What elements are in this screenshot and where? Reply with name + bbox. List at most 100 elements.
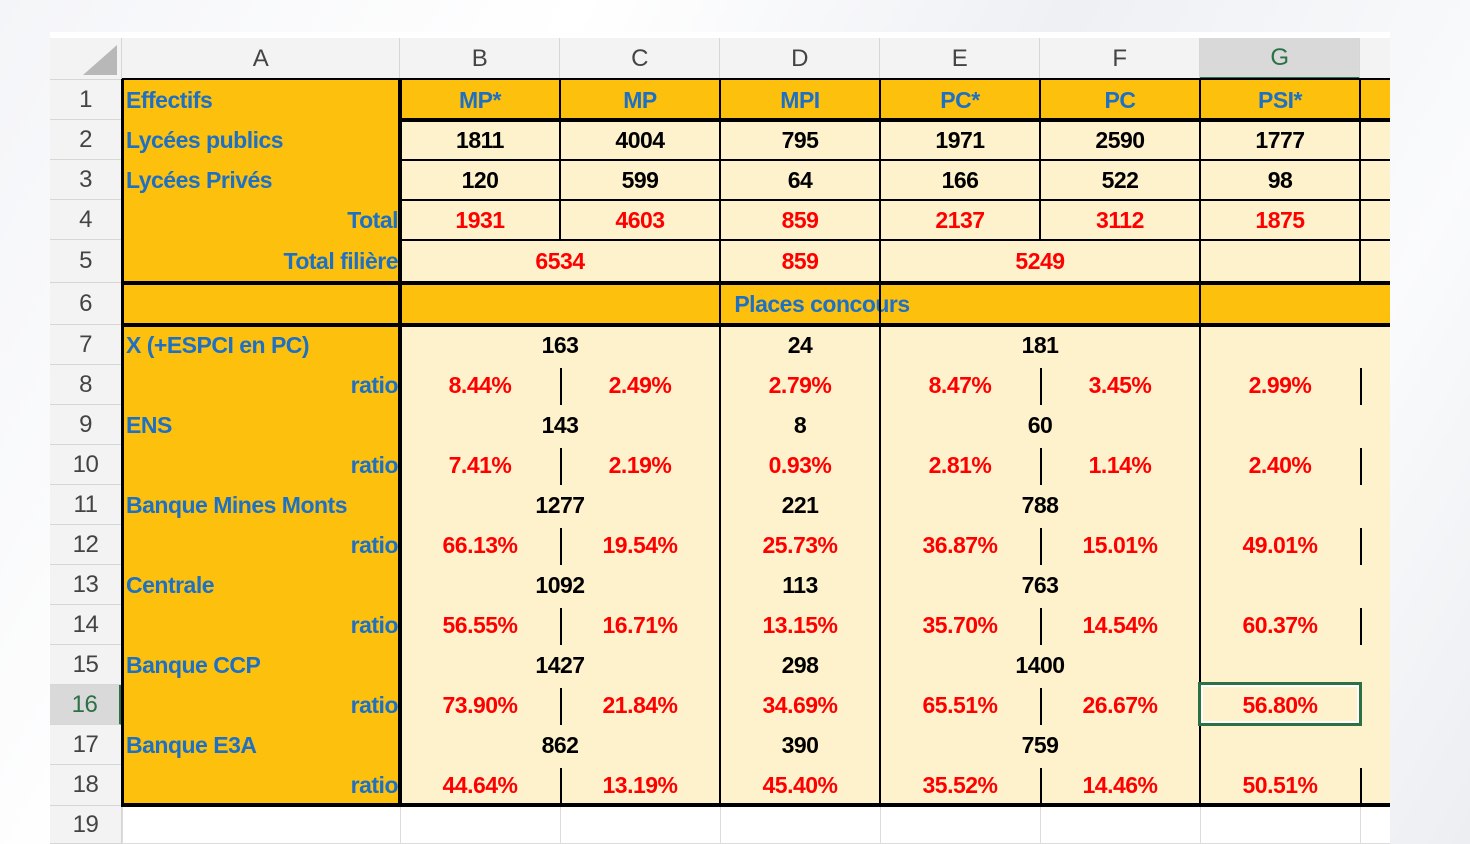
filiere-header[interactable]: PC* [880, 80, 1040, 120]
row-header-3[interactable]: 3 [50, 160, 122, 200]
concours-name[interactable]: Banque E3A [122, 725, 400, 765]
empty-cell[interactable] [1360, 80, 1390, 120]
effectif-value[interactable]: 522 [1040, 160, 1200, 200]
row-header-7[interactable]: 7 [50, 325, 122, 365]
column-header-D[interactable]: D [720, 38, 880, 80]
ratio-value[interactable]: 3.45% [1040, 365, 1200, 405]
ratio-value[interactable]: 8.47% [880, 365, 1040, 405]
ratio-value[interactable]: 16.71% [560, 605, 720, 645]
places-count[interactable]: 919 [1200, 485, 1390, 525]
effectif-value[interactable]: 795 [720, 120, 880, 160]
empty-cell[interactable] [1360, 365, 1390, 405]
effectif-value[interactable]: 98 [1200, 160, 1360, 200]
row-label[interactable]: Lycées publics [122, 120, 400, 160]
total-filiere-value[interactable]: 859 [720, 240, 880, 283]
column-header-A[interactable]: A [122, 38, 400, 80]
places-count[interactable]: 24 [720, 325, 880, 365]
ratio-label[interactable]: ratio [122, 445, 400, 485]
concours-name[interactable]: Banque CCP [122, 645, 400, 685]
places-count[interactable]: 56 [1200, 325, 1390, 365]
empty-cell[interactable] [1360, 120, 1390, 160]
total-filiere-value[interactable]: 5891 [1200, 240, 1390, 283]
ratio-label[interactable]: ratio [122, 605, 400, 645]
ratio-value[interactable]: 14.46% [1040, 765, 1200, 806]
places-count[interactable]: 1427 [400, 645, 720, 685]
places-count[interactable]: 1400 [880, 645, 1200, 685]
ratio-value[interactable]: 65.51% [880, 685, 1040, 725]
places-count[interactable]: 759 [880, 725, 1200, 765]
places-count[interactable]: 298 [720, 645, 880, 685]
empty-cell[interactable] [1360, 200, 1390, 240]
ratio-label[interactable]: ratio [122, 525, 400, 565]
concours-name[interactable]: Banque Mines Monts [122, 485, 400, 525]
filiere-header[interactable]: MP* [400, 80, 560, 120]
effectif-value[interactable]: 1777 [1200, 120, 1360, 160]
effectif-value[interactable]: 1931 [400, 200, 560, 240]
ratio-value[interactable]: 56.55% [400, 605, 560, 645]
column-header-H[interactable] [1360, 38, 1390, 80]
row-header-16[interactable]: 16 [50, 685, 122, 725]
ratio-value[interactable]: 66.13% [400, 525, 560, 565]
places-count[interactable]: 862 [400, 725, 720, 765]
places-count[interactable]: 143 [400, 405, 720, 445]
places-count[interactable]: 1092 [400, 565, 720, 605]
filiere-header[interactable]: PSI* [1200, 80, 1360, 120]
row-header-4[interactable]: 4 [50, 200, 122, 240]
empty-cell[interactable] [1360, 160, 1390, 200]
places-count[interactable]: 8 [720, 405, 880, 445]
ratio-value[interactable]: 25.73% [720, 525, 880, 565]
ratio-value[interactable]: 15.01% [1040, 525, 1200, 565]
row-header-12[interactable]: 12 [50, 525, 122, 565]
ratio-value[interactable]: 13.19% [560, 765, 720, 806]
ratio-value[interactable]: 2.99% [1200, 365, 1360, 405]
ratio-value[interactable]: 13.15% [720, 605, 880, 645]
ratio-value[interactable]: 50.51% [1200, 765, 1360, 806]
places-count[interactable]: 163 [400, 325, 720, 365]
total-filiere-value[interactable]: 6534 [400, 240, 720, 283]
row-header-13[interactable]: 13 [50, 565, 122, 605]
column-header-E[interactable]: E [880, 38, 1040, 80]
row-header-14[interactable]: 14 [50, 605, 122, 645]
places-count[interactable]: 1132 [1200, 565, 1390, 605]
ratio-value[interactable]: 35.70% [880, 605, 1040, 645]
ratio-value[interactable]: 73.90% [400, 685, 560, 725]
places-count[interactable]: 113 [720, 565, 880, 605]
filiere-header[interactable]: MP [560, 80, 720, 120]
effectif-value[interactable]: 2590 [1040, 120, 1200, 160]
empty-cell[interactable] [1360, 765, 1390, 806]
column-header-C[interactable]: C [560, 38, 720, 80]
effectif-value[interactable]: 120 [400, 160, 560, 200]
ratio-value[interactable]: 44.64% [400, 765, 560, 806]
row-label[interactable]: Lycées Privés [122, 160, 400, 200]
effectif-value[interactable]: 599 [560, 160, 720, 200]
column-header-F[interactable]: F [1040, 38, 1200, 80]
places-count[interactable]: 60 [880, 405, 1200, 445]
effectif-value[interactable]: 2137 [880, 200, 1040, 240]
ratio-value[interactable]: 7.41% [400, 445, 560, 485]
ratio-value[interactable]: 19.54% [560, 525, 720, 565]
places-count[interactable]: 1065 [1200, 645, 1390, 685]
total-filiere-label[interactable]: Total filière [122, 240, 400, 283]
ratio-value[interactable]: 26.67% [1040, 685, 1200, 725]
row-header-18[interactable]: 18 [50, 765, 122, 806]
concours-name[interactable]: Centrale [122, 565, 400, 605]
row-header-19[interactable]: 19 [50, 806, 122, 844]
ratio-value[interactable]: 2.19% [560, 445, 720, 485]
row-header-1[interactable]: 1 [50, 80, 122, 120]
row-header-2[interactable]: 2 [50, 120, 122, 160]
places-count[interactable]: 788 [880, 485, 1200, 525]
filiere-header[interactable]: PC [1040, 80, 1200, 120]
ratio-value[interactable]: 2.79% [720, 365, 880, 405]
column-header-G[interactable]: G [1200, 38, 1360, 80]
empty-cell[interactable] [1360, 445, 1390, 485]
effectif-value[interactable]: 3112 [1040, 200, 1200, 240]
empty-cell[interactable] [1360, 605, 1390, 645]
row-header-11[interactable]: 11 [50, 485, 122, 525]
row-header-5[interactable]: 5 [50, 240, 122, 283]
ratio-value[interactable]: 60.37% [1200, 605, 1360, 645]
effectif-value[interactable]: 4603 [560, 200, 720, 240]
ratio-value[interactable]: 1.14% [1040, 445, 1200, 485]
places-count[interactable]: 45 [1200, 405, 1390, 445]
total-filiere-value[interactable]: 5249 [880, 240, 1200, 283]
empty-cell[interactable] [1360, 525, 1390, 565]
